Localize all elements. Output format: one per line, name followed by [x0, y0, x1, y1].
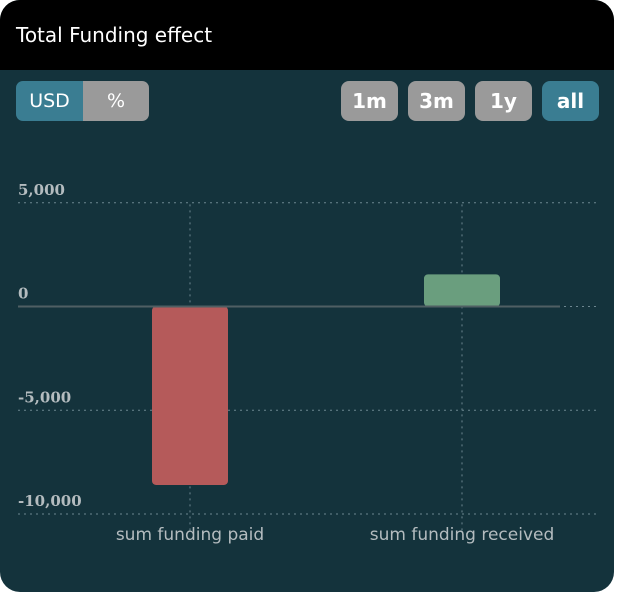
range-all-button[interactable]: all	[542, 81, 599, 121]
range-1m-button[interactable]: 1m	[341, 81, 398, 121]
unit-toggle: USD %	[16, 81, 149, 121]
usd-toggle-button[interactable]: USD	[16, 81, 83, 121]
funding-bar-chart: 5,000 0 -5,000 -10,000 sum funding paid sum f…	[18, 181, 598, 545]
range-3m-button[interactable]: 3m	[408, 81, 465, 121]
x-category-label: sum funding paid	[116, 525, 264, 545]
bar-sum-funding-received[interactable]	[424, 274, 500, 307]
y-tick-label: 0	[18, 285, 28, 303]
percent-toggle-button[interactable]: %	[83, 81, 149, 121]
y-tick-label: -5,000	[18, 388, 71, 406]
card-title: Total Funding effect	[0, 0, 614, 70]
y-tick-label: -10,000	[18, 492, 82, 510]
bar-sum-funding-paid[interactable]	[152, 306, 228, 485]
x-category-label: sum funding received	[370, 525, 555, 545]
y-tick-label: 5,000	[18, 181, 65, 199]
range-1y-button[interactable]: 1y	[475, 81, 532, 121]
